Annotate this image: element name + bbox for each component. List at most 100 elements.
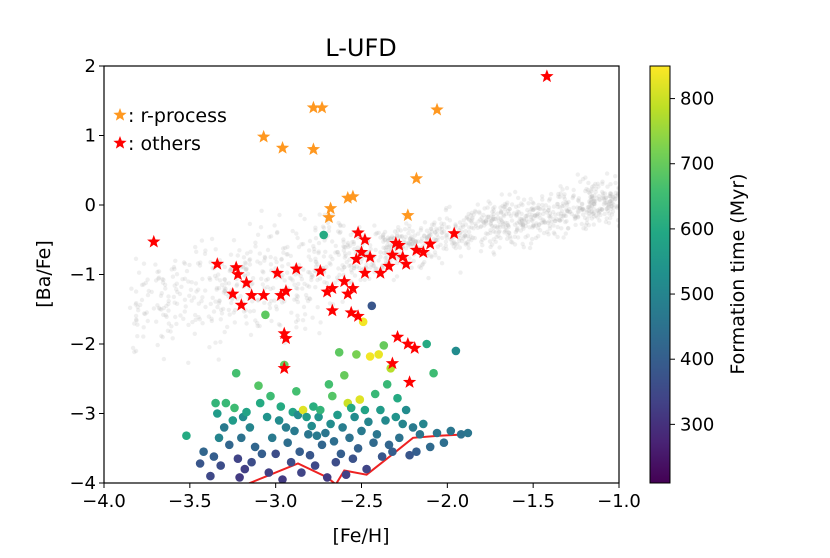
- simulation-point: [584, 186, 589, 192]
- simulation-point: [552, 231, 557, 237]
- others-star-point: [337, 274, 351, 288]
- simulation-point: [268, 262, 274, 267]
- simulation-point: [524, 213, 529, 218]
- ufd-star-point: [382, 380, 392, 389]
- simulation-point: [153, 262, 158, 267]
- simulation-point: [262, 255, 268, 261]
- simulation-point: [498, 224, 503, 230]
- simulation-point: [337, 230, 342, 236]
- simulation-point: [374, 266, 379, 271]
- simulation-point: [273, 256, 278, 261]
- simulation-point: [520, 223, 526, 228]
- simulation-point: [435, 244, 440, 249]
- simulation-point: [552, 218, 558, 224]
- simulation-point: [595, 208, 600, 213]
- simulation-point: [430, 222, 435, 227]
- simulation-point: [407, 256, 412, 261]
- simulation-point: [590, 211, 595, 216]
- simulation-point: [587, 201, 593, 206]
- simulation-point: [493, 224, 498, 229]
- simulation-point: [416, 231, 421, 236]
- simulation-point: [469, 225, 474, 230]
- simulation-point: [173, 314, 178, 320]
- simulation-point: [534, 223, 539, 228]
- simulation-point: [348, 232, 353, 238]
- simulation-point: [467, 218, 472, 223]
- simulation-point: [549, 219, 554, 225]
- simulation-point: [262, 300, 267, 305]
- simulation-point: [306, 269, 311, 275]
- others-star-point: [351, 225, 365, 239]
- simulation-point: [153, 278, 159, 283]
- ufd-star-point: [221, 398, 231, 408]
- legend-others-star-icon: [113, 136, 127, 149]
- simulation-point: [342, 251, 348, 256]
- simulation-point: [589, 196, 594, 202]
- simulation-point: [497, 222, 503, 228]
- simulation-point: [540, 202, 545, 208]
- plot-frame: [103, 65, 620, 484]
- simulation-point: [281, 250, 286, 255]
- simulation-point: [607, 211, 612, 216]
- simulation-point: [509, 218, 515, 223]
- simulation-point: [589, 204, 594, 209]
- simulation-point: [580, 207, 585, 212]
- simulation-point: [548, 191, 554, 197]
- simulation-point: [273, 304, 279, 309]
- simulation-point: [586, 180, 591, 186]
- simulation-point: [447, 218, 453, 223]
- simulation-point: [394, 232, 400, 237]
- simulation-point: [575, 215, 581, 220]
- simulation-point: [333, 250, 338, 255]
- simulation-point: [466, 229, 472, 235]
- simulation-point: [587, 199, 592, 204]
- simulation-point: [471, 212, 476, 217]
- simulation-point: [142, 311, 148, 317]
- simulation-point: [211, 309, 217, 314]
- simulation-point: [490, 209, 495, 215]
- simulation-point: [546, 232, 551, 237]
- simulation-point: [613, 196, 618, 201]
- simulation-point: [437, 216, 442, 222]
- simulation-point: [398, 228, 403, 233]
- simulation-point: [174, 287, 179, 292]
- simulation-point: [466, 216, 471, 221]
- ufd-star-point: [182, 431, 191, 441]
- x-tick-label: −2.5: [340, 491, 384, 512]
- others-star-point: [289, 261, 303, 275]
- others-star-point: [325, 303, 339, 317]
- r-process-star-point: [409, 171, 424, 185]
- simulation-point: [348, 279, 354, 284]
- simulation-point: [551, 216, 556, 222]
- simulation-point: [409, 265, 414, 270]
- simulation-point: [547, 196, 553, 201]
- ufd-star-point: [429, 368, 438, 378]
- simulation-point: [317, 331, 322, 336]
- ufd-star-point: [336, 449, 346, 459]
- simulation-point: [295, 235, 300, 241]
- simulation-point: [410, 241, 415, 246]
- simulation-point: [214, 287, 219, 292]
- simulation-point: [151, 306, 157, 311]
- simulation-point: [146, 288, 151, 294]
- simulation-point: [209, 316, 214, 321]
- simulation-point: [551, 230, 557, 235]
- simulation-point: [316, 250, 321, 256]
- simulation-point: [566, 199, 571, 205]
- simulation-point: [569, 211, 574, 217]
- simulation-point: [336, 252, 341, 257]
- simulation-point: [566, 225, 571, 231]
- simulation-point: [352, 266, 357, 271]
- simulation-point: [502, 201, 508, 207]
- simulation-point: [307, 238, 313, 244]
- ufd-star-point: [297, 468, 306, 477]
- simulation-point: [547, 215, 553, 220]
- simulation-point: [613, 190, 619, 196]
- simulation-point: [465, 240, 470, 245]
- simulation-point: [385, 242, 390, 248]
- simulation-point: [381, 239, 386, 244]
- simulation-point: [295, 299, 301, 305]
- simulation-point: [355, 235, 361, 240]
- simulation-point: [571, 193, 576, 198]
- simulation-point: [506, 230, 511, 235]
